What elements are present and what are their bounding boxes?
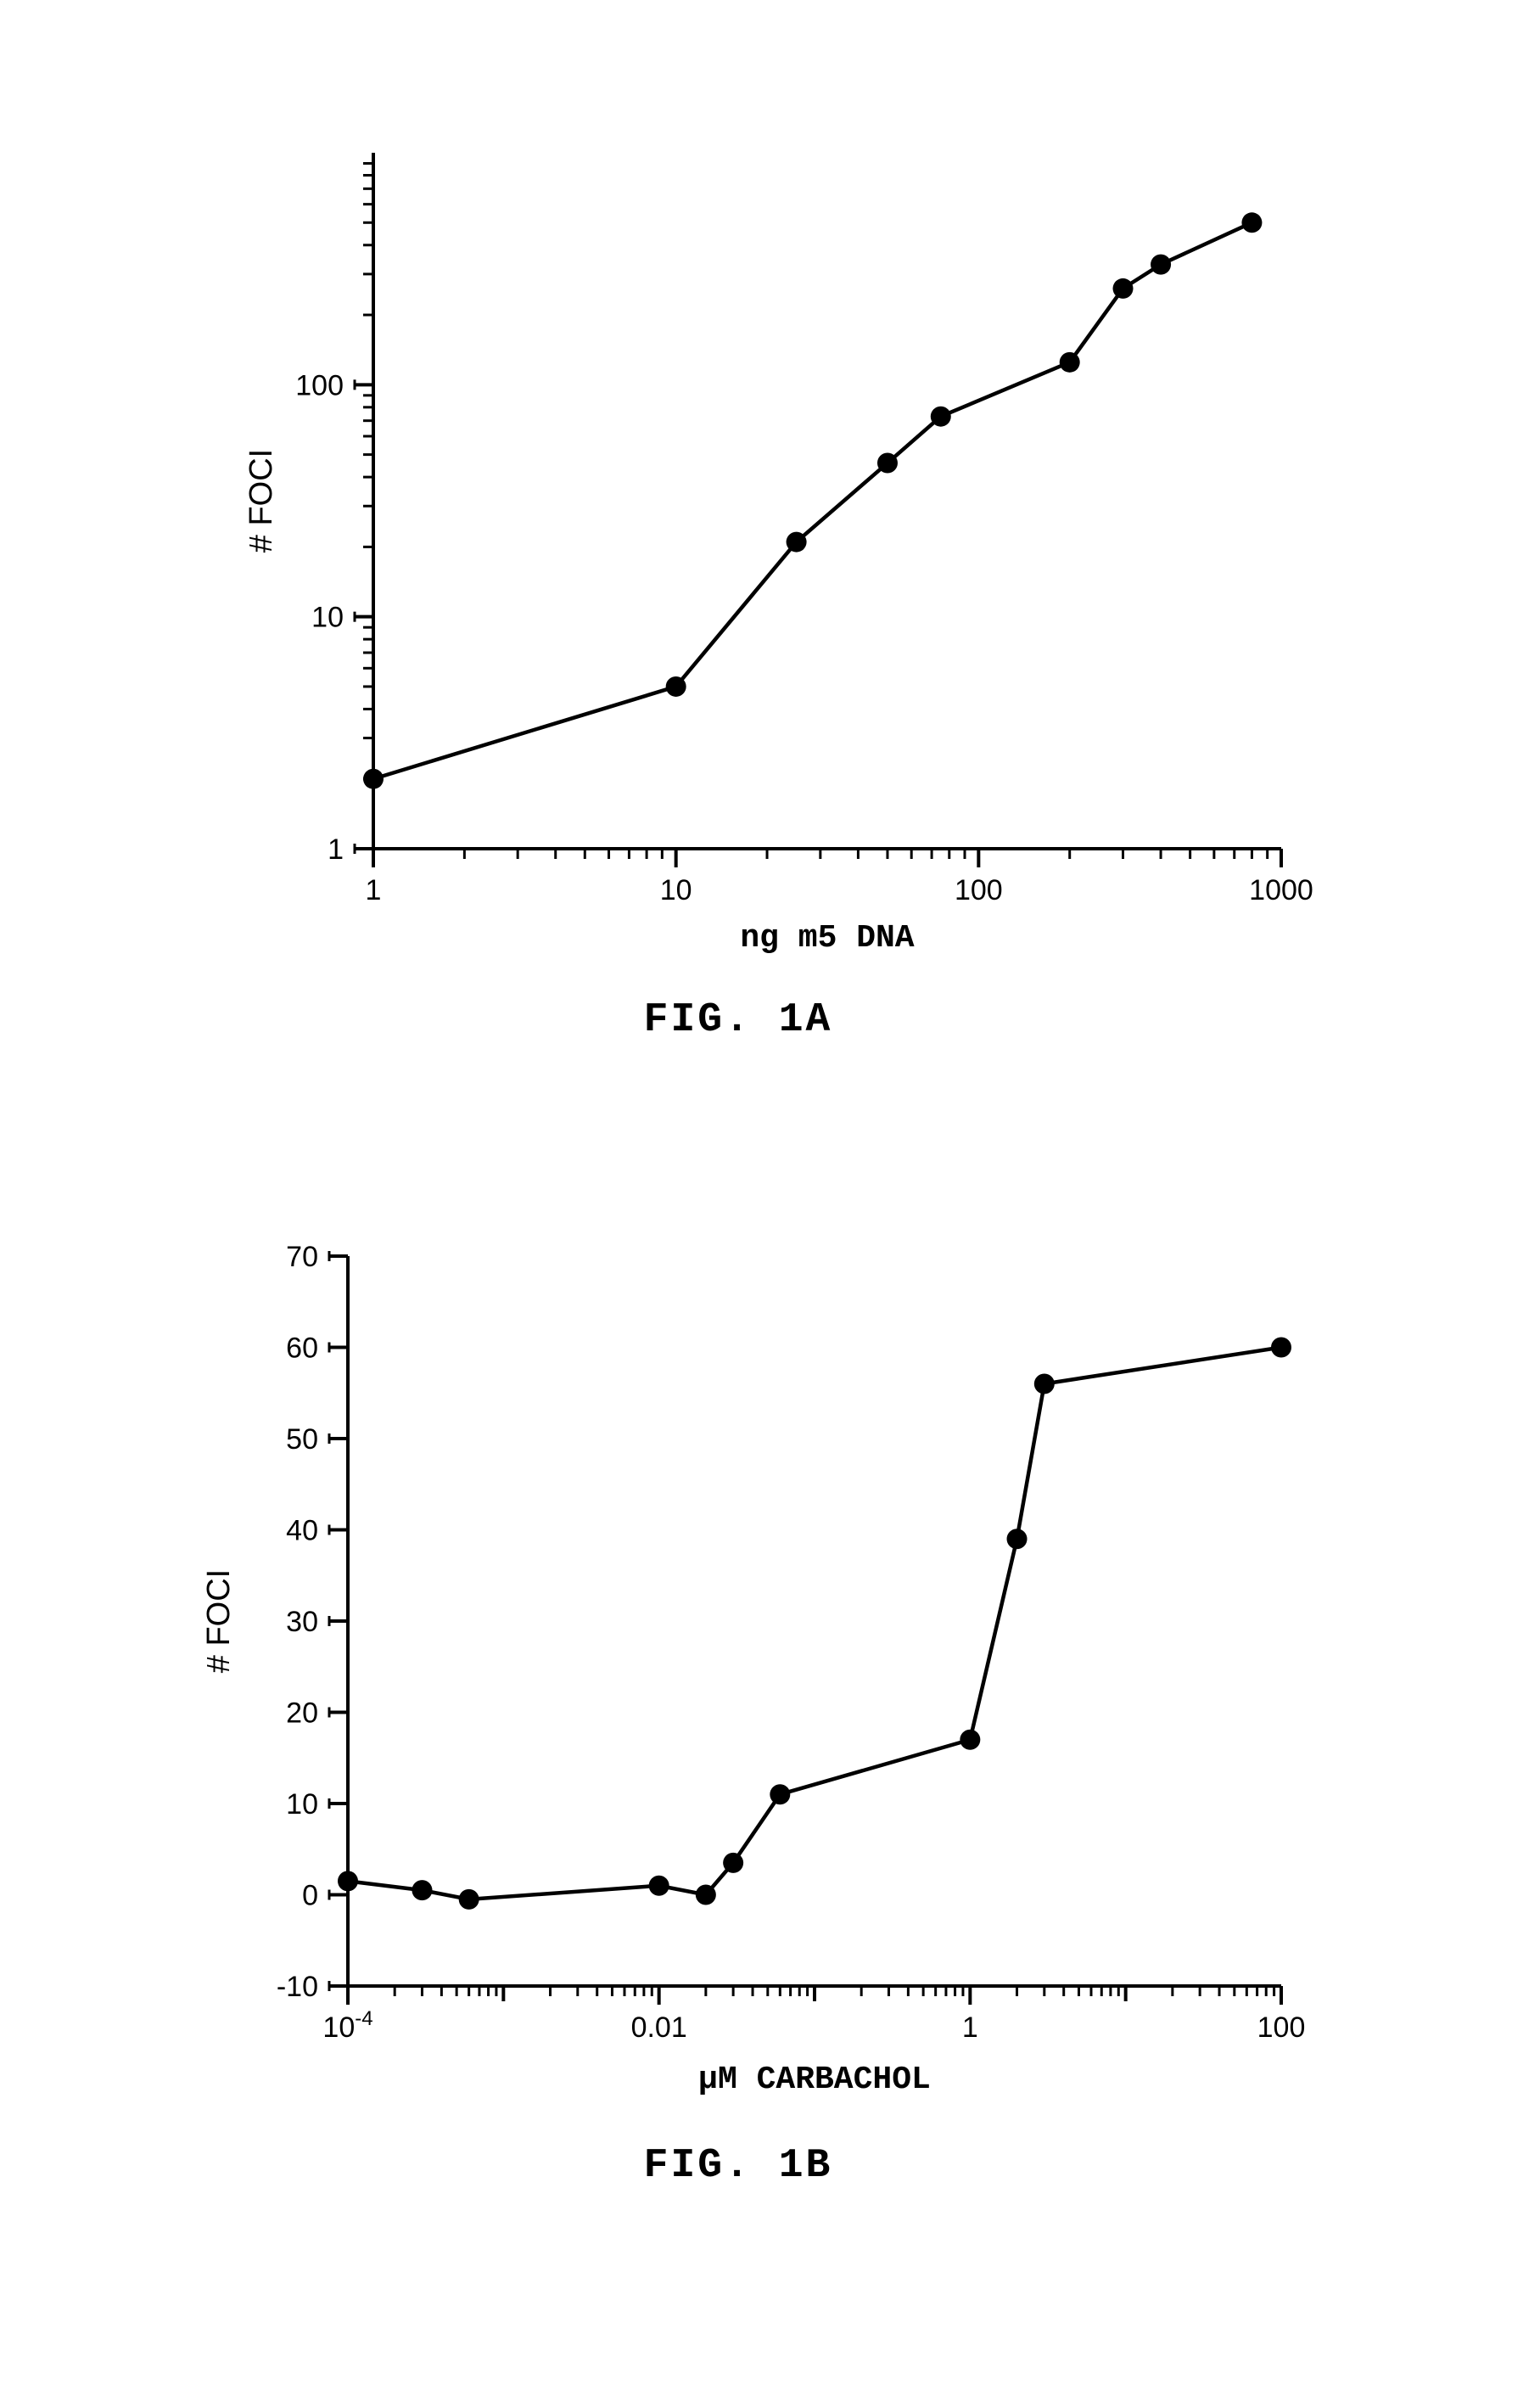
svg-text:-10: -10: [277, 1971, 318, 2003]
svg-text:# FOCI: # FOCI: [244, 449, 279, 553]
chart-a-svg: 1 10 100 1000 1 10 100 ng m5 DNA # FOCI: [229, 127, 1332, 976]
svg-text:1: 1: [366, 874, 382, 906]
svg-text:10: 10: [311, 602, 344, 634]
svg-text:100: 100: [1257, 2011, 1306, 2044]
svg-text:0.01: 0.01: [631, 2011, 687, 2044]
svg-text:100: 100: [295, 369, 344, 401]
svg-text:1: 1: [328, 833, 344, 866]
svg-text:ng m5 DNA: ng m5 DNA: [740, 920, 914, 957]
svg-text:1: 1: [962, 2011, 978, 2044]
chart-b-title: FIG. 1B: [144, 2143, 1332, 2189]
svg-text:1000: 1000: [1249, 874, 1313, 906]
svg-text:10-4: 10-4: [322, 2007, 372, 2044]
svg-text:20: 20: [286, 1697, 318, 1730]
svg-text:30: 30: [286, 1606, 318, 1638]
svg-text:60: 60: [286, 1332, 318, 1365]
svg-text:10: 10: [286, 1788, 318, 1821]
chart-b-wrap: -10 0 10 20 30 40 50 60 70 10-4 0.01 1 100 µM CARBACH…: [178, 1231, 1332, 2189]
svg-text:100: 100: [955, 874, 1003, 906]
svg-text:10: 10: [660, 874, 692, 906]
svg-text:# FOCI: # FOCI: [201, 1569, 237, 1673]
svg-text:70: 70: [286, 1241, 318, 1273]
chart-a-wrap: 1101001000110100ng m5 DNA# FOCI FIG. 1A: [229, 127, 1332, 1043]
svg-text:0: 0: [302, 1880, 318, 1912]
chart-b-svg: -10 0 10 20 30 40 50 60 70 10-4 0.01 1 100 µM CARBACH…: [178, 1231, 1332, 2122]
chart-a-title: FIG. 1A: [144, 997, 1332, 1043]
svg-text:50: 50: [286, 1423, 318, 1456]
svg-text:µM CARBACHOL: µM CARBACHOL: [698, 2062, 931, 2098]
svg-text:40: 40: [286, 1515, 318, 1547]
